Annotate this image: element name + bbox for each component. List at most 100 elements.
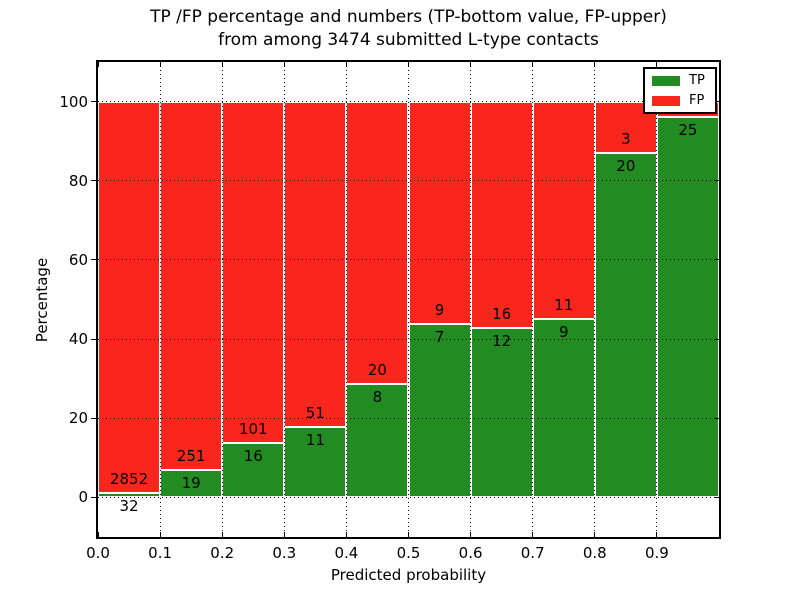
x-tick-label: 0.1 xyxy=(148,544,173,562)
plot-area: 2852 32 251 19 101 16 51 11 20 8 9 7 16 12 11 9 3 20 25 TP… xyxy=(91,60,721,539)
tp-bar-segment xyxy=(594,153,657,498)
x-tick-mark xyxy=(283,532,285,537)
fp-bar-segment xyxy=(160,101,223,470)
x-tick-mark xyxy=(594,62,596,67)
x-tick-mark xyxy=(159,532,161,537)
x-tick-mark xyxy=(345,62,347,67)
x-tick-label: 0.7 xyxy=(520,544,545,562)
tp-count-label: 16 xyxy=(243,447,263,466)
x-tick-mark xyxy=(532,62,534,67)
tp-count-label: 20 xyxy=(616,157,636,176)
fp-bar-segment xyxy=(470,101,533,328)
y-gridline xyxy=(98,101,719,103)
x-tick-mark xyxy=(159,62,161,67)
x-tick-label: 0.3 xyxy=(272,544,297,562)
tp-count-label: 9 xyxy=(558,323,569,342)
legend-label-tp: TP xyxy=(689,73,705,88)
x-gridline xyxy=(656,62,658,537)
y-tick-mark xyxy=(714,338,719,340)
y-tick-mark xyxy=(91,259,96,261)
x-tick-mark xyxy=(221,532,223,537)
legend-item-fp: FP xyxy=(652,93,708,108)
y-tick-label: 100 xyxy=(59,92,88,111)
y-gridline xyxy=(98,180,719,182)
y-tick-label: 0 xyxy=(78,488,88,507)
gridlines-layer xyxy=(98,62,719,537)
y-tick-label: 80 xyxy=(68,171,88,190)
x-gridline xyxy=(221,62,223,537)
y-gridline xyxy=(98,338,719,340)
x-gridline xyxy=(408,62,409,537)
y-tick-mark xyxy=(91,101,96,103)
fp-bar-segment xyxy=(408,101,471,325)
y-tick-mark xyxy=(91,496,96,498)
x-tick-label: 0.5 xyxy=(396,544,421,562)
y-tick-label: 20 xyxy=(68,409,88,428)
y-gridline xyxy=(98,259,719,261)
chart-title: TP /FP percentage and numbers (TP-bottom… xyxy=(96,6,721,52)
fp-bar-segment xyxy=(284,101,347,428)
x-gridline xyxy=(345,62,347,537)
fp-bar-segment xyxy=(98,101,161,494)
legend: TP FP xyxy=(643,67,717,114)
fp-bar-segment xyxy=(222,101,285,444)
x-tick-label: 0.2 xyxy=(210,544,235,562)
x-gridline xyxy=(470,62,472,537)
tp-bar-segment xyxy=(284,427,347,498)
tp-count-label: 19 xyxy=(181,473,201,492)
y-tick-mark xyxy=(91,338,96,340)
tp-color-swatch-icon xyxy=(652,75,680,86)
fp-count-label: 2852 xyxy=(109,470,149,489)
x-tick-mark xyxy=(97,532,99,537)
y-tick-label: 60 xyxy=(68,250,88,269)
x-tick-mark xyxy=(221,62,223,67)
x-tick-mark xyxy=(283,62,285,67)
tp-count-label: 11 xyxy=(305,431,325,450)
fp-count-label: 11 xyxy=(554,296,574,315)
x-axis-label: Predicted probability xyxy=(330,566,487,584)
x-tick-mark xyxy=(408,62,409,67)
x-gridline xyxy=(283,62,285,537)
bar-count-labels-layer: 2852 32 251 19 101 16 51 11 20 8 9 7 16 12 11 9 3 20 25 xyxy=(98,62,719,537)
x-tick-mark xyxy=(532,532,534,537)
tp-count-label: 25 xyxy=(678,120,698,139)
tp-count-label: 7 xyxy=(434,328,445,347)
bars-layer xyxy=(98,62,719,537)
x-gridline xyxy=(594,62,596,537)
x-tick-mark xyxy=(345,532,347,537)
x-tick-mark xyxy=(408,532,409,537)
tp-bar-segment xyxy=(656,116,719,498)
x-tick-mark xyxy=(656,62,658,67)
y-gridline xyxy=(98,496,719,498)
fp-count-label: 9 xyxy=(434,301,445,320)
x-tick-label: 0.8 xyxy=(582,544,607,562)
y-gridline xyxy=(98,417,719,419)
y-tick-label: 40 xyxy=(68,330,88,349)
x-gridline xyxy=(159,62,161,537)
fp-count-label: 101 xyxy=(238,420,268,439)
legend-label-fp: FP xyxy=(689,93,705,108)
y-tick-mark xyxy=(91,417,96,419)
fp-color-swatch-icon xyxy=(652,95,680,106)
y-tick-mark xyxy=(714,259,719,261)
x-tick-mark xyxy=(470,532,472,537)
x-tick-mark xyxy=(470,62,472,67)
fp-count-label: 20 xyxy=(367,361,387,380)
fp-count-label: 51 xyxy=(305,404,325,423)
x-tick-label: 0.4 xyxy=(334,544,359,562)
x-tick-mark xyxy=(656,532,658,537)
tp-bar-segment xyxy=(532,319,595,498)
y-tick-mark xyxy=(91,180,96,182)
y-tick-mark xyxy=(714,496,719,498)
fp-count-label: 3 xyxy=(621,130,631,149)
x-tick-mark xyxy=(97,62,99,67)
tp-count-label: 32 xyxy=(119,497,139,516)
y-tick-mark xyxy=(714,417,719,419)
tp-bar-segment xyxy=(98,493,161,498)
tp-bar-segment xyxy=(470,327,533,498)
fp-bar-segment xyxy=(532,101,595,320)
tp-bar-segment xyxy=(346,384,409,498)
tp-bar-segment xyxy=(160,469,223,498)
x-tick-mark xyxy=(594,532,596,537)
